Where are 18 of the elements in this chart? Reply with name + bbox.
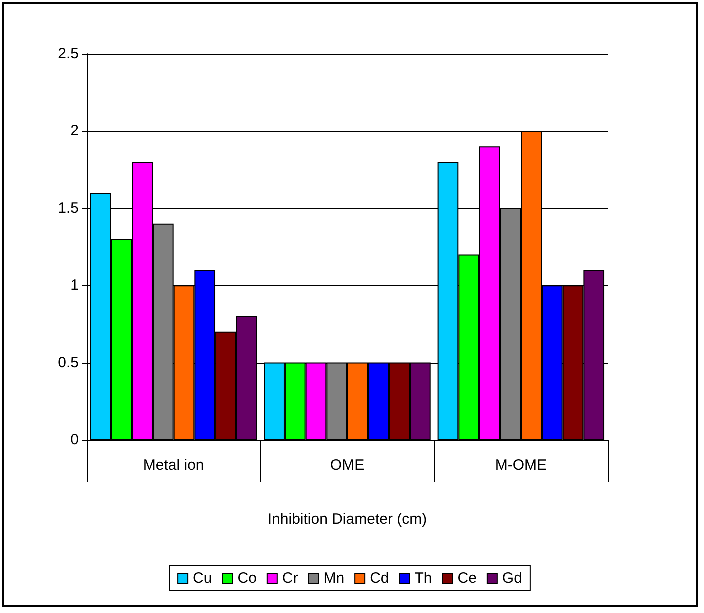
legend-label: Th [414,570,432,587]
legend-label: Cu [193,570,212,587]
y-tick-label: 2 [70,122,79,140]
x-tick-label: M-OME [495,457,548,474]
legend-label: Ce [458,570,477,587]
x-tick-label: OME [330,457,365,474]
y-tick-label: 0 [70,432,79,448]
x-axis-title: Inhibition Diameter (cm) [268,511,428,528]
legend-label: Gd [502,570,522,587]
y-tick-label: 1 [70,277,79,294]
y-tick-label: 1.5 [58,200,79,217]
legend-label: Cr [282,570,298,587]
y-tick-label: 0.5 [58,354,79,372]
x-tick-label: Metal ion [143,457,204,474]
legend-label: Cd [370,570,390,587]
legend-label: Mn [324,570,345,587]
legend-label: Co [238,570,257,587]
y-tick-label: 2.5 [58,46,79,62]
